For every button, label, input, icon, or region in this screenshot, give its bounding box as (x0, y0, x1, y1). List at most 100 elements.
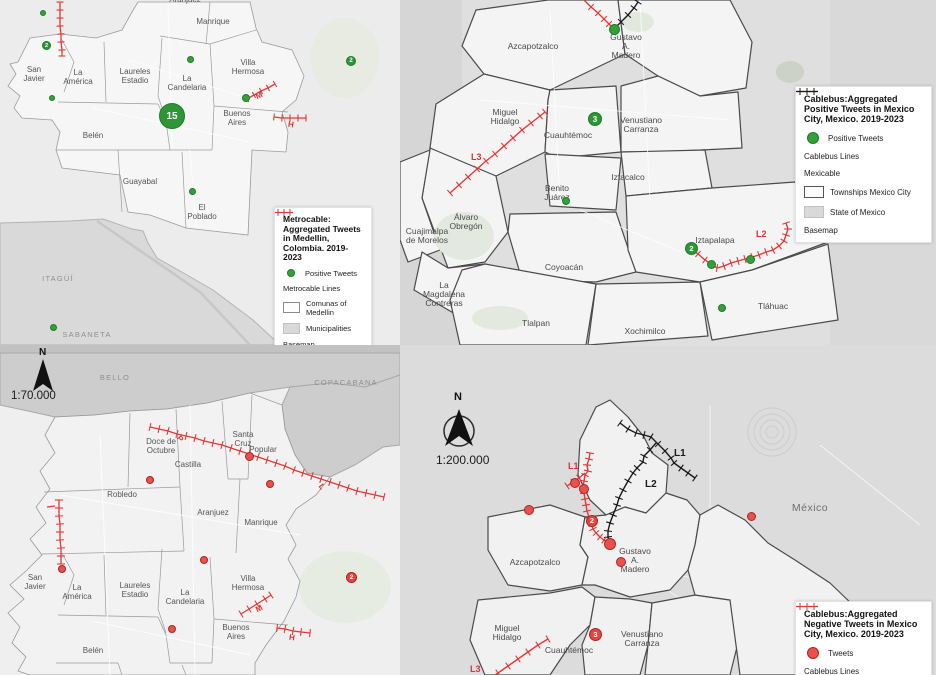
cablebus-line-label: L2 (756, 229, 767, 239)
legend-title: Cablebus:Aggregated Negative Tweets in M… (804, 609, 918, 639)
tweet-count-badge: 15 (159, 103, 185, 129)
legend-item-metrocable-lines: Metrocable Lines (275, 209, 363, 293)
tweet-count-badge: 2 (346, 56, 356, 66)
roads (479, 0, 731, 261)
negative-tweet-marker (616, 557, 626, 567)
tweet-count-badge: 3 (589, 628, 602, 641)
legend-item-label: Metrocable Lines (283, 283, 341, 293)
negative-tweet-marker (58, 565, 66, 573)
medellin-positive-canvas (0, 0, 400, 345)
legend-item-label: Cablebus Lines (804, 152, 860, 161)
tweet-count-badge: 2 (586, 515, 598, 527)
negative-tweet-marker (266, 480, 274, 488)
tweet-count-badge: 2 (685, 242, 698, 255)
legend-item-tweets: Tweets (804, 647, 923, 659)
legend-item-label: Basemap (804, 226, 838, 235)
negative-tweet-marker (524, 505, 534, 515)
comunas-area (7, 1, 305, 236)
legend-item-label: Positive Tweets (828, 133, 884, 143)
municipalities-swatch (283, 322, 300, 334)
green-area (434, 212, 494, 260)
positive-tweets-swatch (287, 269, 295, 277)
medellin-negative-canvas (0, 345, 400, 675)
legend-item-state: State of Mexico (804, 206, 923, 218)
negative-tweet-marker (747, 512, 756, 521)
negative-tweet-marker (245, 452, 254, 461)
positive-tweet-marker (49, 95, 55, 101)
tweets-swatch (807, 647, 819, 659)
tweet-count-badge: 2 (42, 41, 51, 50)
positive-tweet-marker (707, 260, 716, 269)
scale-text: 1:200.000 (436, 453, 490, 467)
cablebus-line-label: L1 (568, 461, 579, 471)
legend-item-label: Municipalities (306, 323, 352, 333)
map-mexico-positive[interactable]: Azcapotzalco Gustavo A. Madero Miguel Hi… (400, 0, 936, 345)
positive-tweet-marker (746, 255, 755, 264)
legend-metrocable: Metrocable: Aggregated Tweets in Medelli… (274, 207, 372, 345)
cablebus-line-swatch (796, 603, 818, 610)
legend-item-label: Townships Mexico City (830, 187, 911, 197)
legend-item-townships: Townships Mexico City (804, 186, 923, 198)
comuna-boundaries (56, 1, 289, 229)
legend-item-cablebus-lines: Cablebus Lines (796, 603, 923, 675)
map-medellin-negative[interactable]: N 1:70.000 BELLO COPACABANA Santa Cruz P… (0, 345, 400, 675)
positive-tweet-marker (189, 188, 196, 195)
positive-tweets-swatch (807, 132, 819, 144)
north-arrow: N (440, 391, 484, 451)
negative-tweet-marker (146, 476, 154, 484)
legend-item-positive-tweets: Positive Tweets (283, 269, 363, 278)
scale-text: 1:70.000 (11, 390, 56, 402)
positive-tweet-marker (40, 10, 46, 16)
cablebus-line-label: L3 (471, 152, 482, 162)
legend-item-label: Mexicable (804, 169, 841, 178)
map-mexico-negative[interactable]: N 1:200.000 México Azcapotzalco Gustavo … (400, 345, 936, 675)
legend-item-label: Comunas of Medellin (306, 298, 347, 317)
legend-item-basemap: Basemap (804, 226, 923, 235)
townships-swatch (804, 186, 824, 198)
legend-item-cablebus-lines: Cablebus Lines (796, 88, 923, 161)
legend-item-label: State of Mexico (830, 207, 886, 217)
positive-tweet-marker (50, 324, 57, 331)
positive-tweet-marker (562, 197, 570, 205)
legend-item-label: Positive Tweets (305, 268, 357, 278)
north-letter: N (454, 391, 462, 403)
mexicable-line-swatch (796, 88, 818, 95)
green-area (622, 12, 654, 32)
legend-item-label: Tweets (828, 648, 854, 658)
legend-item-label: Basemap (283, 339, 315, 346)
negative-tweet-marker (200, 556, 208, 564)
legend-item-comunas: Comunas of Medellin (283, 299, 363, 317)
legend-item-basemap: Basemap (283, 340, 363, 346)
tweet-count-badge: 2 (346, 572, 357, 583)
legend-item-municipalities: Municipalities (283, 322, 363, 334)
legend-item-mexicable: Mexicable (796, 88, 923, 178)
divider-band (0, 345, 400, 353)
negative-tweet-marker (168, 625, 176, 633)
tweet-count-badge: 3 (588, 112, 602, 126)
green-area (311, 18, 379, 98)
positive-tweet-marker (242, 94, 250, 102)
green-area (472, 306, 528, 330)
metrocable-lines (46, 422, 386, 638)
metrocable-lines (56, 1, 307, 122)
mexicable-line (613, 0, 642, 30)
metrocable-line-label: H (287, 119, 295, 130)
contour-circles (747, 407, 797, 457)
legend-item-positive-tweets: Positive Tweets (804, 132, 923, 144)
legend-item-label: Cablebus Lines (804, 667, 860, 675)
green-area (299, 551, 391, 623)
north-letter: N (39, 347, 47, 358)
legend-title: Cablebus:Aggregated Positive Tweets in M… (804, 94, 915, 124)
negative-tweet-marker (579, 484, 589, 494)
negative-tweet-marker (604, 538, 616, 550)
map-medellin-positive[interactable]: Aranjuez Manrique San Javier La América … (0, 0, 400, 345)
mexicable-line-label: L2 (645, 479, 657, 490)
metrocable-line-label: H (288, 632, 296, 643)
positive-tweet-marker (187, 56, 194, 63)
legend-title: Metrocable: Aggregated Tweets in Medelli… (283, 214, 361, 262)
positive-tweet-marker (609, 24, 620, 35)
green-area (776, 61, 804, 83)
legend-cablebus-negative: Cablebus:Aggregated Negative Tweets in M… (795, 601, 932, 675)
comunas-swatch (283, 302, 300, 313)
